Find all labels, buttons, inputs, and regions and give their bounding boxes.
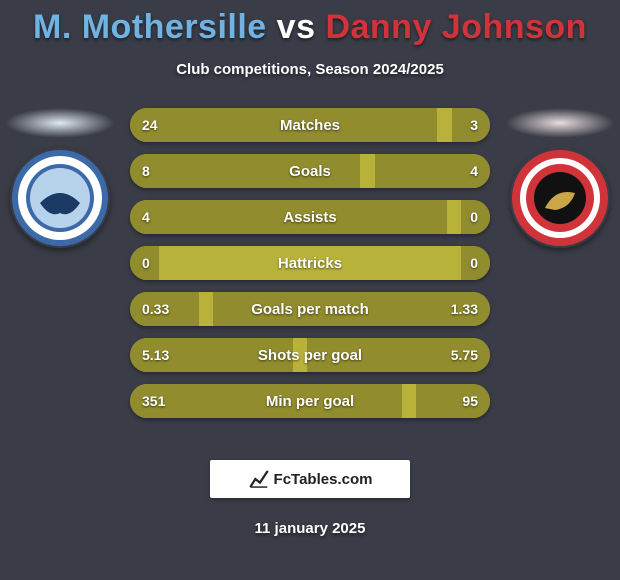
player1-badge-wrap (0, 108, 120, 248)
logo-text: FcTables.com (274, 471, 373, 488)
club-crest-right-icon (510, 148, 610, 248)
season-subtitle: Club competitions, Season 2024/2025 (0, 61, 620, 78)
stat-row: 35195Min per goal (130, 384, 490, 418)
stat-label: Assists (130, 200, 490, 234)
comparison-title: M. Mothersille vs Danny Johnson (0, 0, 620, 47)
club-badge-right (510, 148, 610, 248)
stat-label: Hattricks (130, 246, 490, 280)
chart-icon (248, 468, 270, 490)
stat-row: 84Goals (130, 154, 490, 188)
comparison-arena: 243Matches 84Goals 40Assists 00Hattricks 0.3… (0, 108, 620, 438)
stat-label: Min per goal (130, 384, 490, 418)
stat-row: 0.331.33Goals per match (130, 292, 490, 326)
stat-row: 243Matches (130, 108, 490, 142)
stats-column: 243Matches 84Goals 40Assists 00Hattricks 0.3… (130, 108, 490, 430)
fctables-logo: FcTables.com (210, 460, 410, 498)
club-badge-left (10, 148, 110, 248)
snapshot-date: 11 january 2025 (0, 520, 620, 537)
stat-label: Matches (130, 108, 490, 142)
stat-label: Shots per goal (130, 338, 490, 372)
stat-label: Goals per match (130, 292, 490, 326)
vs-separator: vs (267, 8, 326, 46)
player2-badge-wrap (500, 108, 620, 248)
player1-name: M. Mothersille (33, 8, 267, 46)
spotlight-right (505, 108, 615, 138)
stat-row: 5.135.75Shots per goal (130, 338, 490, 372)
stat-row: 00Hattricks (130, 246, 490, 280)
club-crest-left-icon (10, 148, 110, 248)
player2-name: Danny Johnson (325, 8, 587, 46)
spotlight-left (5, 108, 115, 138)
stat-label: Goals (130, 154, 490, 188)
stat-row: 40Assists (130, 200, 490, 234)
